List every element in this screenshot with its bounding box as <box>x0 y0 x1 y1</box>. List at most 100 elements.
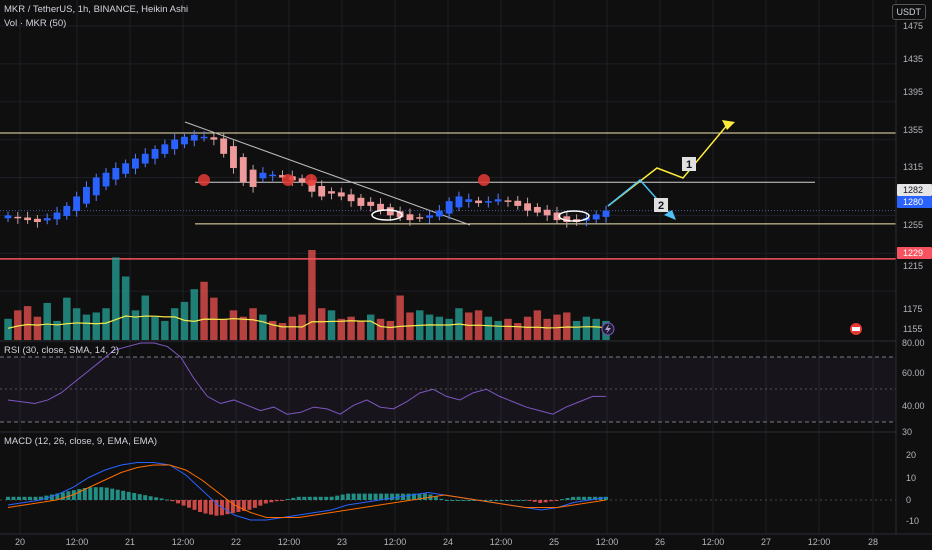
candle-body-21 <box>210 137 218 140</box>
volume-bar-16 <box>161 320 169 340</box>
macd-hist-bar-26 <box>148 496 153 500</box>
volume-bar-28 <box>278 323 287 340</box>
volume-bar-37 <box>366 314 375 340</box>
candle-body-44 <box>435 210 443 217</box>
macd-hist-bar-100 <box>554 500 559 501</box>
macd-hist-bar-42 <box>236 500 241 512</box>
flag-icon[interactable] <box>850 323 862 335</box>
macd-hist-bar-78 <box>433 496 438 500</box>
time-tick-11: 12:00 <box>596 537 619 547</box>
macd-hist-bar-90 <box>499 500 504 501</box>
macd-hist-bar-89 <box>494 500 499 501</box>
macd-hist-bar-12 <box>71 490 76 500</box>
scenario-2-text: 2 <box>658 200 664 212</box>
macd-hist-bar-25 <box>143 495 148 500</box>
volume-bar-5 <box>53 320 61 340</box>
macd-hist-bar-23 <box>132 492 137 500</box>
macd-hist-bar-79 <box>439 498 444 500</box>
chart-title: MKR / TetherUS, 1h, BINANCE, Heikin Ashi <box>4 4 189 15</box>
candle-body-56 <box>553 212 561 221</box>
macd-tick-2: 0 <box>906 495 911 505</box>
macd-hist-bar-18 <box>104 487 109 500</box>
time-tick-10: 25 <box>549 537 559 547</box>
macd-hist-bar-22 <box>126 491 131 500</box>
macd-hist-bar-17 <box>99 487 104 500</box>
candle-body-14 <box>141 153 149 164</box>
volume-bar-52 <box>514 323 522 340</box>
volume-bar-49 <box>484 316 493 340</box>
candle-body-40 <box>396 211 404 218</box>
volume-bar-43 <box>425 314 434 340</box>
rsi-axis[interactable]: 80.00 60.00 40.00 30 <box>902 338 925 437</box>
volume-bar-7 <box>72 308 81 340</box>
volume-bar-58 <box>572 320 581 340</box>
candle-body-34 <box>337 192 345 197</box>
candle-body-2 <box>24 217 32 221</box>
pivot-markers <box>198 174 590 222</box>
candle-body-60 <box>592 214 600 220</box>
candle-body-13 <box>132 158 139 169</box>
time-tick-3: 12:00 <box>172 537 195 547</box>
macd-hist-bar-28 <box>159 498 164 500</box>
macd-tick-0: 20 <box>906 450 916 460</box>
macd-hist-bar-4 <box>27 496 32 500</box>
macd-hist-bar-88 <box>488 500 493 501</box>
macd-hist-bar-65 <box>362 493 367 500</box>
macd-hist-bar-43 <box>241 500 246 511</box>
macd-hist-bar-16 <box>93 487 98 500</box>
macd-hist-bar-8 <box>49 494 54 500</box>
macd-hist-bar-101 <box>560 499 565 501</box>
macd-hist-bar-11 <box>66 491 71 500</box>
macd-axis[interactable]: 20 10 0 -10 <box>906 450 919 526</box>
candle-body-15 <box>151 149 159 159</box>
macd-hist-bar-98 <box>543 500 548 503</box>
macd-hist-bar-66 <box>368 493 373 500</box>
macd-legend: MACD (12, 26, close, 9, EMA, EMA) <box>4 436 158 447</box>
macd-hist-bar-81 <box>450 500 455 501</box>
time-tick-0: 20 <box>15 537 25 547</box>
volume-bar-14 <box>141 295 149 340</box>
time-axis[interactable]: 20 12:00 21 12:00 22 12:00 23 12:00 24 12:00 25 12:… <box>15 537 878 547</box>
candle-body-1 <box>14 216 22 219</box>
price-tick-8: 1155 <box>903 324 922 334</box>
price-badge-bg-0 <box>897 184 932 196</box>
candle-body-41 <box>406 214 414 221</box>
rsi-tick-1: 60.00 <box>902 368 925 378</box>
candle-body-28 <box>279 175 286 178</box>
volume-bar-19 <box>190 289 198 340</box>
price-tick-7: 1175 <box>903 304 922 314</box>
pivot-marker-2 <box>305 174 317 186</box>
macd-hist-bar-14 <box>82 487 87 500</box>
candle-body-55 <box>543 209 551 216</box>
volume-bar-32 <box>317 308 326 340</box>
macd-hist-bar-33 <box>187 500 192 508</box>
time-tick-8: 24 <box>443 537 453 547</box>
macd-hist-bar-3 <box>22 496 27 500</box>
time-tick-7: 12:00 <box>384 537 407 547</box>
candle-body-26 <box>259 172 267 179</box>
macd-hist-bar-31 <box>176 500 181 504</box>
candle-body-49 <box>484 201 492 203</box>
time-tick-14: 27 <box>761 537 771 547</box>
macd-hist-bar-32 <box>181 500 186 506</box>
price-tick-1: 1435 <box>903 54 923 64</box>
rsi-line <box>7 342 606 415</box>
candle-body-39 <box>386 207 394 216</box>
rsi-tick-2: 40.00 <box>902 401 925 411</box>
macd-hist-bar-61 <box>340 494 345 500</box>
price-badges: 1282 1280 1229 <box>897 184 932 259</box>
lightning-icon[interactable] <box>601 322 615 336</box>
price-axis[interactable]: 1475 1435 1395 1355 1315 1255 1215 1175 1155 <box>903 21 923 334</box>
volume-bar-33 <box>327 310 336 340</box>
volume-bar-34 <box>337 318 346 340</box>
macd-hist-bar-85 <box>472 500 477 501</box>
macd-hist-bar-10 <box>60 492 65 500</box>
volume-bar-20 <box>200 281 208 340</box>
candle-body-6 <box>63 205 71 216</box>
macd-hist-bar-51 <box>285 499 290 501</box>
downtrend-line <box>184 121 471 226</box>
price-tick-4: 1315 <box>903 162 923 172</box>
rsi-legend: RSI (30, close, SMA, 14, 2) <box>4 345 120 356</box>
currency-button[interactable]: USDT <box>891 4 926 20</box>
